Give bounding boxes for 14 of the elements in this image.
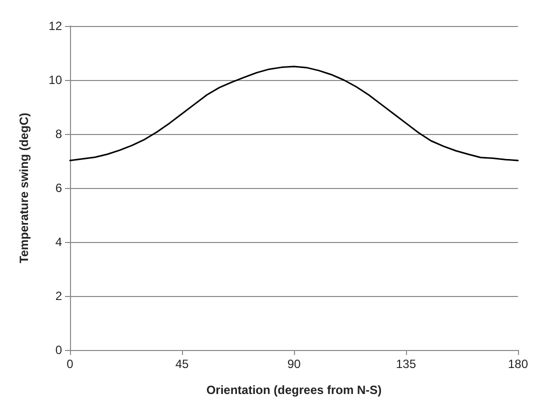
x-axis-title: Orientation (degrees from N-S)	[206, 383, 382, 397]
y-tick-label: 6	[55, 181, 62, 195]
y-tick-label: 10	[48, 73, 62, 87]
y-tick-label: 8	[55, 127, 62, 141]
x-tick-label: 90	[287, 357, 301, 371]
y-tick-label: 12	[48, 19, 62, 33]
x-tick-label: 45	[175, 357, 189, 371]
x-tick-label: 0	[66, 357, 74, 371]
y-axis-title: Temperature swing (degC)	[17, 112, 31, 264]
x-tick-label: 135	[396, 357, 416, 371]
x-tick-label: 180	[508, 357, 528, 371]
y-tick-label: 4	[55, 235, 62, 249]
y-tick-label: 2	[55, 289, 62, 303]
y-tick-label: 0	[55, 343, 62, 357]
